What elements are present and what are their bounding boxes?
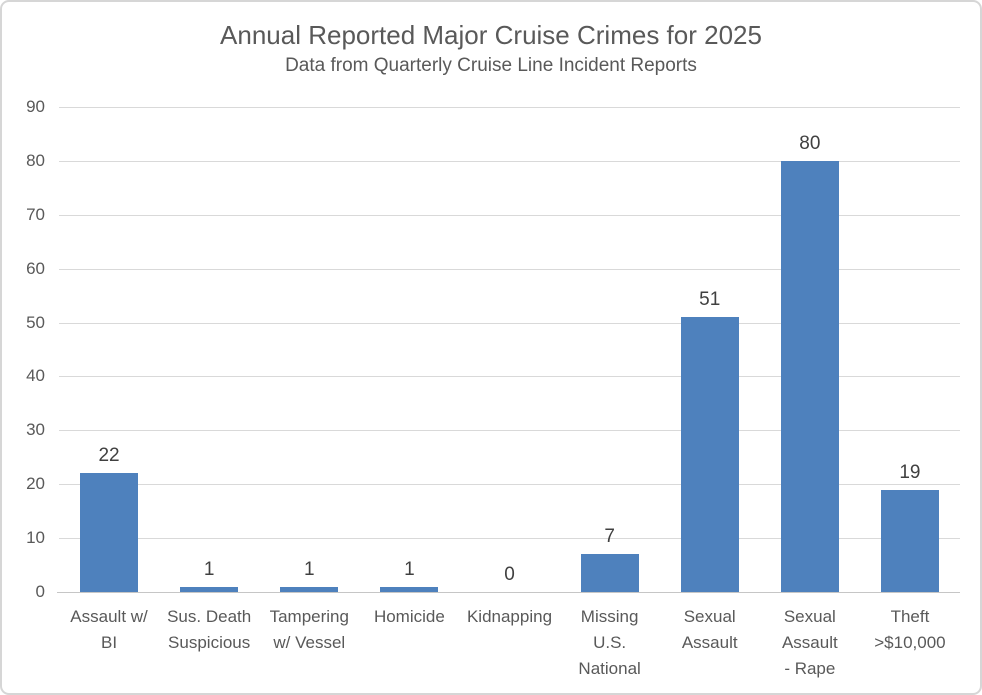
x-axis-category-label: Sus. Death Suspicious	[167, 607, 252, 652]
bar-value-label: 0	[504, 564, 515, 585]
x-axis-category-label: Homicide	[373, 607, 445, 626]
gridline	[59, 484, 960, 486]
gridline	[59, 538, 960, 540]
y-axis-tick-label: 90	[26, 97, 45, 116]
x-axis-category-label: Kidnapping	[466, 607, 553, 626]
x-axis-category-label: Assault w/ BI	[70, 607, 148, 652]
gridline	[59, 322, 960, 324]
bar-value-label: 51	[699, 289, 721, 311]
chart-subtitle: Data from Quarterly Cruise Line Incident…	[285, 55, 697, 76]
bar	[580, 554, 639, 592]
bar-value-label: 1	[203, 558, 215, 580]
gridline	[59, 430, 960, 432]
y-axis-tick-label: 30	[26, 420, 45, 440]
bar-value-label: 1	[303, 558, 315, 580]
x-axis-category-label: Sexual Assault - Rape	[781, 607, 838, 678]
bar	[180, 586, 239, 592]
bar	[280, 586, 339, 592]
bar-value-label: 1	[404, 558, 415, 580]
gridline	[59, 376, 960, 378]
y-axis-tick-label: 50	[26, 312, 45, 332]
bar	[80, 473, 139, 592]
gridline	[59, 160, 960, 162]
y-axis-tick-label: 60	[26, 258, 45, 278]
x-axis-line	[57, 592, 960, 593]
plot-area	[57, 107, 960, 593]
gridline	[59, 214, 960, 216]
bar	[780, 160, 839, 592]
y-axis-tick-label: 70	[26, 204, 45, 224]
y-axis-tick-label: 0	[35, 582, 45, 601]
x-axis-category-label: Missing U.S. National	[578, 607, 641, 678]
chart-title: Annual Reported Major Cruise Crimes for …	[220, 20, 762, 50]
bar	[680, 317, 739, 592]
y-axis-tick-label: 80	[26, 150, 45, 170]
y-axis-tick-label: 40	[26, 366, 45, 386]
bar	[880, 489, 939, 592]
y-axis-tick-label: 20	[26, 474, 45, 494]
bar-value-label: 80	[799, 132, 821, 154]
bar-value-label: 22	[98, 445, 120, 467]
gridline	[59, 268, 960, 270]
gridline	[59, 107, 960, 108]
bar	[380, 586, 439, 592]
x-axis-category-label: Tampering w/ Vessel	[269, 607, 349, 652]
bar-value-label: 7	[604, 526, 615, 548]
bar-value-label: 19	[899, 461, 921, 483]
x-axis-category-label: Sexual Assault	[681, 607, 738, 652]
x-axis-category-label: Theft >$10,000	[874, 607, 946, 652]
y-axis-tick-label: 10	[26, 528, 45, 548]
